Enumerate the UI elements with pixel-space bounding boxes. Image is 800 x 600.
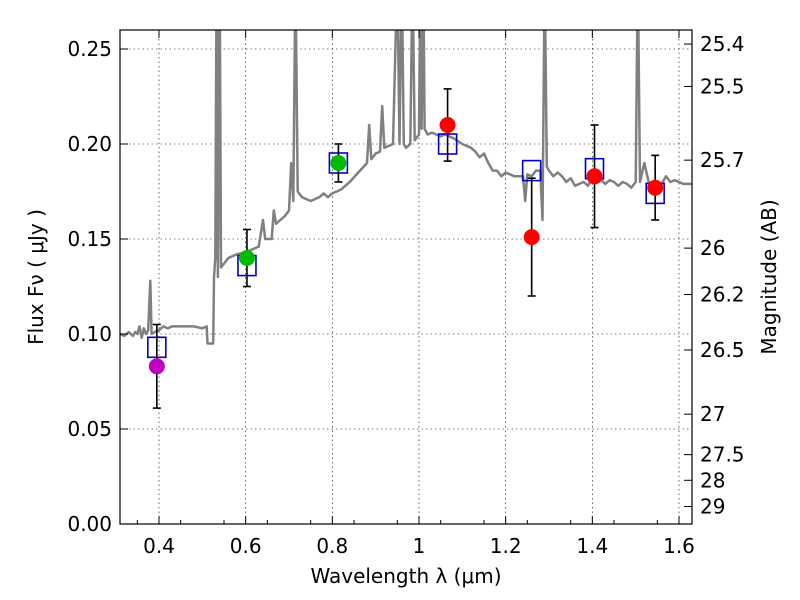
- x-tick-label: 0.4: [143, 534, 175, 558]
- x-tick-label: 0.8: [316, 534, 348, 558]
- x-tick-label: 1.4: [576, 534, 608, 558]
- model-photometry-layer: [147, 133, 665, 359]
- observed-point-marker: [586, 168, 603, 185]
- axis-ticks: 0.4 0.6 0.8 1 1.2 1.4 1.6 0.00 0.05 0.10 0.15 0.20 0…: [67, 30, 745, 558]
- right-tick-label: 26.2: [700, 282, 745, 306]
- right-tick-label: 26.5: [700, 338, 745, 362]
- right-tick-label: 27.5: [700, 443, 745, 467]
- x-tick-label: 1.6: [663, 534, 695, 558]
- grid: [120, 30, 692, 524]
- x-tick-label: 1: [413, 534, 426, 558]
- x-tick-label: 0.6: [230, 534, 262, 558]
- right-tick-label: 25.5: [700, 74, 745, 98]
- right-tick-label: 28: [700, 468, 725, 492]
- right-tick-label: 25.4: [700, 32, 745, 56]
- plot-frame: [119, 29, 693, 525]
- observed-point-marker: [330, 155, 347, 171]
- x-axis-title: Wavelength λ (μm): [310, 564, 501, 588]
- observed-photometry-layer: [148, 88, 664, 409]
- y-tick-label: 0.00: [67, 512, 112, 536]
- y-axis-title: Flux Fν ( μJy ): [24, 209, 48, 345]
- y-tick-label: 0.20: [67, 132, 112, 156]
- sed-template-layer: [120, 30, 692, 345]
- right-tick-label: 27: [700, 402, 725, 426]
- right-tick-label: 25.7: [700, 148, 745, 172]
- right-axis-title: Magnitude (AB): [757, 199, 781, 354]
- sed-template-line: [120, 30, 692, 345]
- x-tick-label: 1.2: [490, 534, 522, 558]
- y-tick-label: 0.25: [67, 37, 112, 61]
- observed-point-marker: [238, 250, 255, 266]
- observed-point-marker: [647, 179, 664, 196]
- right-tick-label: 26: [700, 236, 725, 260]
- observed-point-marker: [523, 229, 540, 246]
- y-tick-label: 0.10: [67, 322, 112, 346]
- observed-point-marker: [148, 358, 165, 375]
- right-tick-label: 29: [700, 495, 725, 519]
- y-tick-label: 0.05: [67, 417, 112, 441]
- observed-point-marker: [439, 117, 456, 133]
- y-tick-label: 0.15: [67, 227, 112, 251]
